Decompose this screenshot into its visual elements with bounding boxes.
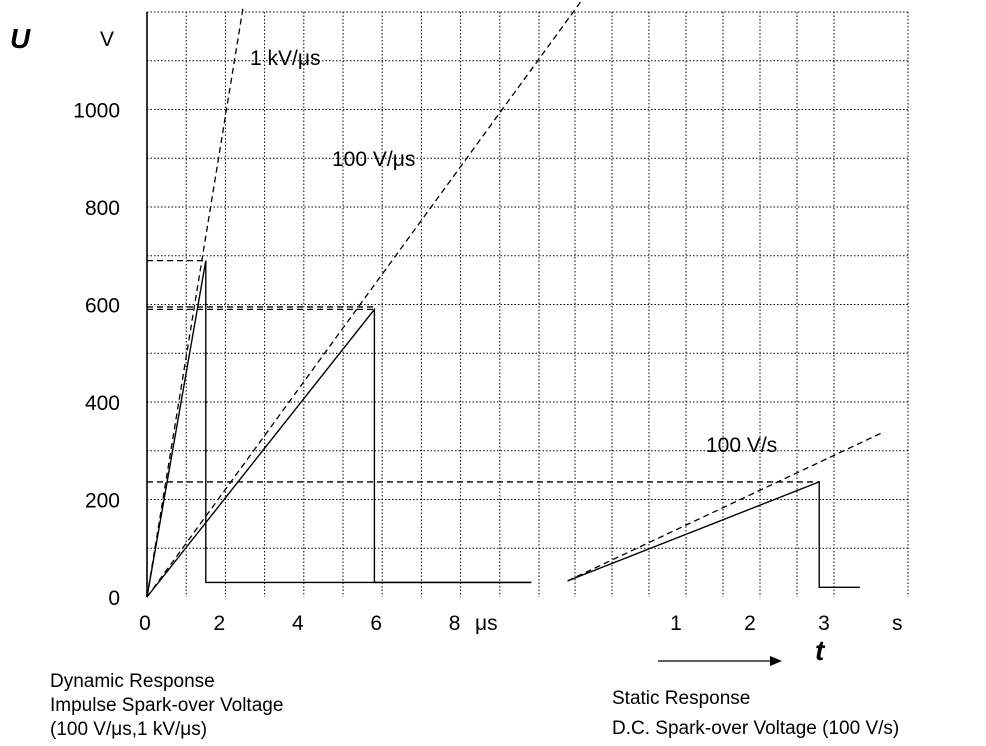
y-tick-label: 200 [85,490,120,513]
tick-labels: 0 200 400 600 800 1000 0 2 4 6 8 1 2 3 [73,100,830,636]
slope-label-1kv: 1 kV/μs [250,47,320,70]
curve-1kv-per-us [146,260,532,598]
y-tick-label: 600 [85,295,120,318]
x-tick-label-dynamic: 4 [292,612,304,635]
y-tick-label: 0 [108,587,120,610]
slope-label-100v-us: 100 V/μs [332,148,415,171]
extension-100v-s [567,432,883,582]
extension-lines [146,0,883,598]
x-tick-label-static: 1 [670,612,682,635]
grid [147,11,909,597]
y-unit: V [100,28,114,51]
extension-100v-us [146,0,583,598]
caption-dynamic: Dynamic Response Impulse Spark-over Volt… [50,670,283,742]
y-tick-label: 400 [85,392,120,415]
curve-100v-per-us [146,307,532,598]
slope-label-100v-s: 100 V/s [706,434,777,457]
x-tick-label-dynamic: 2 [214,612,226,635]
caption-static-line-2: D.C. Spark-over Voltage (100 V/s) [612,718,900,739]
x-symbol: t [815,635,826,666]
caption-dynamic-line-3: (100 V/μs,1 kV/μs) [50,719,208,740]
x-tick-label-dynamic: 8 [449,612,461,635]
response-curves [146,260,860,598]
time-arrow [658,656,782,666]
curve-100v-per-s [567,480,860,588]
caption-static: Static Response D.C. Spark-over Voltage … [612,684,899,744]
y-tick-label: 800 [85,197,120,220]
caption-static-line-1: Static Response [612,688,751,709]
y-tick-label: 1000 [73,100,120,123]
x-tick-label-static: 3 [818,612,830,635]
caption-dynamic-line-1: Dynamic Response [50,671,215,692]
x-tick-label-dynamic: 0 [139,612,151,635]
x-unit-dynamic: μs [475,612,498,635]
x-tick-label-static: 2 [744,612,756,635]
y-symbol: U [10,23,31,54]
x-tick-label-dynamic: 6 [370,612,382,635]
caption-dynamic-line-2: Impulse Spark-over Voltage [50,695,284,716]
labels: U V t μs s 1 kV/μs 100 V/μs 100 V/s [10,23,903,666]
extension-1kv [146,5,245,598]
x-unit-static: s [892,612,903,635]
